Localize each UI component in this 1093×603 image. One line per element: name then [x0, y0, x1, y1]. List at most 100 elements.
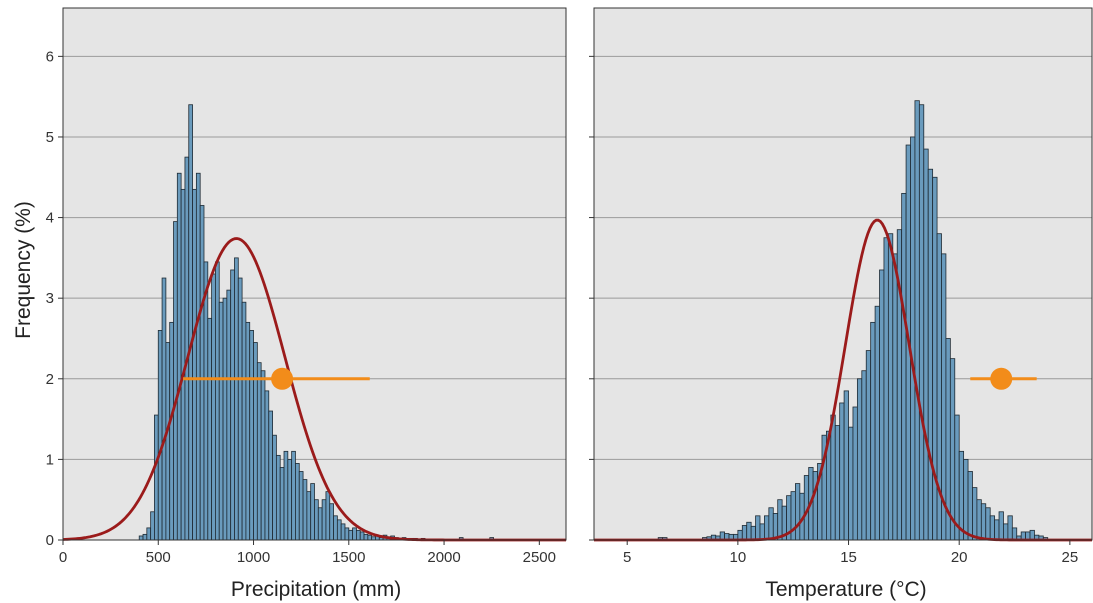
x-tick-label: 5 — [623, 549, 631, 566]
histogram-bar — [949, 358, 956, 541]
histogram-bar — [218, 301, 224, 541]
histogram-bar — [306, 491, 312, 541]
histogram-bar — [737, 529, 743, 541]
histogram-bar — [755, 515, 761, 541]
histogram-bar — [750, 525, 756, 541]
histogram-bar — [264, 390, 270, 541]
histogram-bar — [914, 100, 920, 541]
histogram-bar — [918, 104, 925, 541]
histogram-bar — [329, 503, 334, 541]
x-tick-label: 20 — [951, 549, 968, 566]
histogram-bar — [215, 261, 220, 541]
histogram-bar — [203, 261, 209, 541]
histogram-bar — [176, 172, 182, 541]
histogram-bar — [768, 507, 774, 541]
histogram-bar — [161, 277, 167, 541]
histogram-bar — [790, 491, 796, 541]
histogram-bar — [367, 534, 373, 541]
histogram-bar — [249, 330, 254, 541]
histogram-bar — [260, 370, 266, 541]
histogram-bar — [352, 527, 357, 541]
histogram-bar — [927, 168, 934, 541]
histogram-bar — [839, 402, 845, 541]
histogram-bar — [245, 321, 251, 541]
histogram-bar — [314, 499, 319, 541]
histogram-bar — [207, 317, 213, 541]
histogram-bar — [963, 458, 969, 541]
x-tick-label: 0 — [59, 549, 67, 566]
histogram-bar — [199, 205, 205, 541]
plot-frame — [62, 7, 567, 541]
histogram-bar — [887, 233, 894, 541]
histogram-bar — [146, 527, 152, 541]
histogram-bar — [874, 305, 880, 541]
histogram-bar — [777, 499, 783, 541]
histogram-bar — [154, 414, 159, 541]
histogram-bar — [325, 491, 331, 541]
x-tick-label: 2000 — [427, 549, 460, 566]
histogram-bar — [150, 511, 155, 541]
histogram-bar — [310, 483, 315, 541]
y-tick-label: 0 — [46, 532, 54, 549]
histogram-bar — [1029, 529, 1035, 541]
x-axis-label-temperature: Temperature (°C) — [765, 578, 926, 601]
histogram-bar — [1003, 523, 1009, 541]
histogram-bar — [985, 507, 991, 541]
histogram-bar — [344, 527, 350, 541]
x-tick-label: 15 — [840, 549, 857, 566]
x-tick-label: 2500 — [523, 549, 556, 566]
histogram-bar — [279, 467, 285, 541]
y-tick-label: 3 — [46, 290, 54, 307]
histogram-bar — [834, 425, 841, 541]
histogram-bar — [287, 458, 293, 541]
histogram-bar — [363, 533, 369, 541]
plot-frame — [593, 7, 1093, 541]
histogram-bar — [359, 531, 365, 541]
histogram-bar — [302, 479, 308, 541]
histogram-bar — [923, 148, 929, 541]
histogram-bar — [192, 188, 197, 541]
histogram-bar — [340, 523, 346, 541]
mean-point — [271, 367, 294, 390]
histogram-bar — [138, 535, 144, 541]
x-tick-label: 500 — [146, 549, 171, 566]
histogram-bar — [843, 390, 849, 541]
histogram-bar — [195, 172, 201, 541]
histogram-bar — [795, 483, 801, 541]
histogram-bar — [741, 525, 748, 541]
x-axis-label-precipitation: Precipitation (mm) — [231, 578, 401, 601]
histogram-bar — [883, 237, 889, 541]
histogram-bar — [211, 273, 216, 541]
histogram-bar — [910, 136, 916, 541]
histogram-bar — [142, 533, 148, 541]
histogram-bar — [272, 434, 277, 541]
histogram-bar — [746, 521, 752, 541]
histogram-bar — [291, 450, 296, 541]
histogram-bar — [1011, 527, 1018, 541]
histogram-bar — [852, 406, 858, 541]
histogram-bar — [989, 515, 996, 541]
y-tick-label: 2 — [46, 371, 54, 388]
histogram-bar — [222, 297, 228, 541]
histogram-bar — [165, 342, 171, 541]
y-axis-label: Frequency (%) — [12, 201, 35, 339]
histogram-bar — [1007, 515, 1013, 541]
histogram-bar — [972, 487, 978, 541]
histogram-bar — [879, 269, 885, 541]
histogram-bar — [870, 321, 876, 541]
histogram-bar — [230, 269, 235, 541]
histogram-bar — [321, 499, 327, 541]
histogram-bar — [830, 414, 836, 541]
histogram-bar — [901, 192, 907, 541]
histogram-bar — [892, 253, 898, 541]
histogram-bar — [333, 515, 338, 541]
x-tick-label: 10 — [730, 549, 747, 566]
histogram-bar — [998, 511, 1004, 541]
histogram-bar — [336, 519, 342, 541]
histogram-bar — [283, 450, 289, 541]
histogram-bar — [861, 370, 867, 541]
y-tick-label: 5 — [46, 129, 54, 146]
histogram-bar — [848, 426, 854, 541]
histogram-bar — [764, 515, 770, 541]
